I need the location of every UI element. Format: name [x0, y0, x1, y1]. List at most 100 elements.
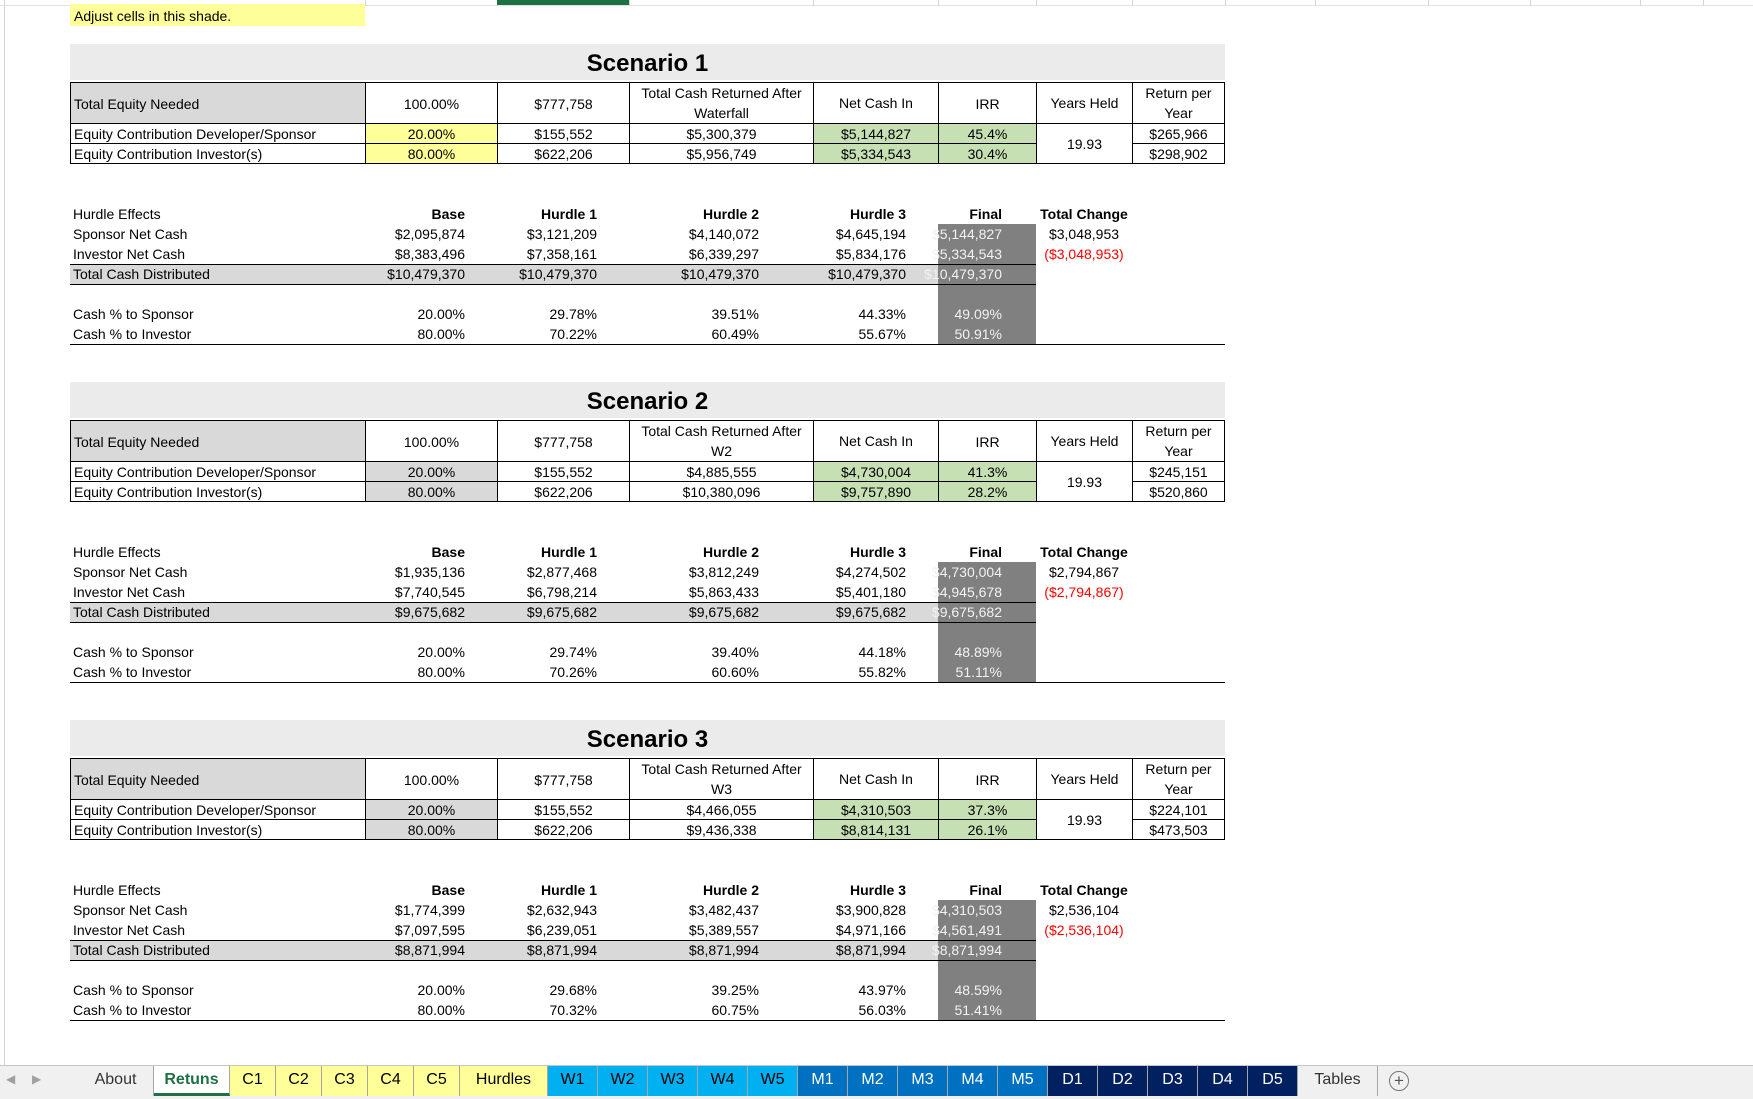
sponsor-net-value[interactable]: $3,121,209	[526, 226, 597, 242]
pct-sponsor-value[interactable]: 20.00%	[417, 644, 465, 660]
investor-net-total-change[interactable]: ($2,794,867)	[1044, 584, 1124, 600]
dev-net-cash[interactable]: $4,730,004	[813, 461, 939, 482]
inv-irr[interactable]: 26.1%	[938, 819, 1037, 840]
pct-sponsor-value[interactable]: 39.51%	[711, 306, 759, 322]
investor-net-value[interactable]: $6,798,214	[526, 584, 597, 600]
pct-sponsor-value[interactable]: 44.18%	[858, 644, 906, 660]
sponsor-net-value[interactable]: $2,877,468	[526, 564, 597, 580]
total-distributed-value[interactable]: $8,871,994	[931, 942, 1002, 958]
pct-investor-value[interactable]: 70.32%	[549, 1002, 597, 1018]
sheet-tab-w5[interactable]: W5	[748, 1066, 798, 1096]
sponsor-net-total-change[interactable]: $3,048,953	[1048, 226, 1120, 242]
hurdle-header-hurdle1[interactable]: Hurdle 1	[540, 544, 597, 560]
investor-net-value[interactable]: $4,945,678	[931, 584, 1002, 600]
pct-sponsor-value[interactable]: 44.33%	[858, 306, 906, 322]
pct-sponsor-label[interactable]: Cash % to Sponsor	[73, 644, 194, 660]
total-equity-label[interactable]: Total Equity Needed	[70, 758, 366, 800]
inv-net-cash[interactable]: $5,334,543	[813, 143, 939, 164]
investor-net-value[interactable]: $5,834,176	[835, 246, 906, 262]
sheet-tab-c2[interactable]: C2	[276, 1066, 322, 1096]
pct-investor-value[interactable]: 55.82%	[858, 664, 906, 680]
total-distributed-value[interactable]: $9,675,682	[526, 604, 597, 620]
investor-net-label[interactable]: Investor Net Cash	[73, 246, 186, 262]
inv-contribution-label[interactable]: Equity Contribution Investor(s)	[70, 481, 366, 502]
investor-net-value[interactable]: $8,383,496	[394, 246, 465, 262]
dev-return-per-year[interactable]: $245,151	[1132, 461, 1225, 482]
years-held-label[interactable]: Years Held	[1036, 758, 1133, 800]
sheet-tab-tables[interactable]: Tables	[1298, 1066, 1378, 1096]
sponsor-net-value[interactable]: $4,310,503	[931, 902, 1002, 918]
hurdle-header-hurdle2[interactable]: Hurdle 2	[702, 882, 759, 898]
sheet-tab-w1[interactable]: W1	[548, 1066, 598, 1096]
inv-amount[interactable]: $622,206	[497, 819, 630, 840]
dev-contribution-label[interactable]: Equity Contribution Developer/Sponsor	[70, 799, 366, 820]
pct-sponsor-value[interactable]: 39.40%	[711, 644, 759, 660]
dev-irr[interactable]: 45.4%	[938, 123, 1037, 144]
investor-net-label[interactable]: Investor Net Cash	[73, 584, 186, 600]
total-change-header[interactable]: Total Change	[1040, 206, 1128, 222]
total-distributed-value[interactable]: $10,479,370	[519, 266, 597, 282]
total-distributed-value[interactable]: $9,675,682	[394, 604, 465, 620]
dev-returned[interactable]: $4,466,055	[629, 799, 814, 820]
investor-net-value[interactable]: $5,401,180	[835, 584, 906, 600]
pct-investor-value[interactable]: 70.26%	[549, 664, 597, 680]
sponsor-net-value[interactable]: $4,645,194	[835, 226, 906, 242]
pct-sponsor-value[interactable]: 49.09%	[954, 306, 1002, 322]
investor-net-value[interactable]: $6,339,297	[688, 246, 759, 262]
pct-investor-value[interactable]: 56.03%	[858, 1002, 906, 1018]
total-distributed-value[interactable]: $10,479,370	[828, 266, 906, 282]
worksheet-grid[interactable]: Adjust cells in this shade. Scenario 1 To…	[0, 0, 1753, 1065]
sheet-tab-d2[interactable]: D2	[1098, 1066, 1148, 1096]
sheet-tab-about[interactable]: About	[78, 1066, 154, 1096]
hurdle-header-hurdle3[interactable]: Hurdle 3	[849, 206, 906, 222]
returned-after-label[interactable]: Total Cash Returned After W2	[629, 420, 814, 462]
hurdle-header-hurdle2[interactable]: Hurdle 2	[702, 206, 759, 222]
total-change-header[interactable]: Total Change	[1040, 882, 1128, 898]
returned-after-label[interactable]: Total Cash Returned After Waterfall	[629, 82, 814, 124]
return-per-year-label[interactable]: Return per Year	[1132, 758, 1225, 800]
irr-label[interactable]: IRR	[938, 758, 1037, 800]
years-held-value[interactable]: 19.93	[1036, 799, 1133, 840]
return-per-year-label[interactable]: Return per Year	[1132, 420, 1225, 462]
inv-returned[interactable]: $9,436,338	[629, 819, 814, 840]
net-cash-in-label[interactable]: Net Cash In	[813, 82, 939, 124]
total-distributed-label[interactable]: Total Cash Distributed	[73, 604, 210, 620]
sponsor-net-value[interactable]: $1,935,136	[394, 564, 465, 580]
return-per-year-label[interactable]: Return per Year	[1132, 82, 1225, 124]
total-equity-amount[interactable]: $777,758	[497, 420, 630, 462]
inv-returned[interactable]: $10,380,096	[629, 481, 814, 502]
scroll-right-icon[interactable]: ▶	[32, 1072, 42, 1086]
total-equity-pct[interactable]: 100.00%	[365, 420, 498, 462]
total-distributed-value[interactable]: $10,479,370	[681, 266, 759, 282]
pct-sponsor-value[interactable]: 29.68%	[549, 982, 597, 998]
dev-return-per-year[interactable]: $265,966	[1132, 123, 1225, 144]
hurdle-header-base[interactable]: Base	[431, 544, 465, 560]
returned-after-label[interactable]: Total Cash Returned After W3	[629, 758, 814, 800]
pct-investor-value[interactable]: 55.67%	[858, 326, 906, 342]
net-cash-in-label[interactable]: Net Cash In	[813, 420, 939, 462]
sheet-tab-m5[interactable]: M5	[998, 1066, 1048, 1096]
dev-pct[interactable]: 20.00%	[365, 461, 498, 482]
sponsor-net-value[interactable]: $2,095,874	[394, 226, 465, 242]
pct-sponsor-value[interactable]: 48.89%	[954, 644, 1002, 660]
pct-investor-value[interactable]: 60.49%	[711, 326, 759, 342]
total-equity-pct[interactable]: 100.00%	[365, 758, 498, 800]
pct-sponsor-value[interactable]: 48.59%	[954, 982, 1002, 998]
total-distributed-value[interactable]: $9,675,682	[688, 604, 759, 620]
total-equity-label[interactable]: Total Equity Needed	[70, 420, 366, 462]
inv-contribution-label[interactable]: Equity Contribution Investor(s)	[70, 819, 366, 840]
pct-sponsor-value[interactable]: 29.78%	[549, 306, 597, 322]
hurdle-header-hurdle1[interactable]: Hurdle 1	[540, 882, 597, 898]
investor-net-value[interactable]: $4,971,166	[835, 922, 906, 938]
hurdle-header-hurdle1[interactable]: Hurdle 1	[540, 206, 597, 222]
pct-investor-label[interactable]: Cash % to Investor	[73, 326, 192, 342]
inv-irr[interactable]: 30.4%	[938, 143, 1037, 164]
sponsor-net-value[interactable]: $4,730,004	[931, 564, 1002, 580]
dev-amount[interactable]: $155,552	[497, 799, 630, 820]
investor-net-total-change[interactable]: ($2,536,104)	[1044, 922, 1124, 938]
total-distributed-label[interactable]: Total Cash Distributed	[73, 942, 210, 958]
scroll-left-icon[interactable]: ◀	[6, 1072, 16, 1086]
pct-investor-value[interactable]: 80.00%	[417, 664, 465, 680]
years-held-label[interactable]: Years Held	[1036, 82, 1133, 124]
sheet-tab-retuns[interactable]: Retuns	[154, 1066, 230, 1096]
